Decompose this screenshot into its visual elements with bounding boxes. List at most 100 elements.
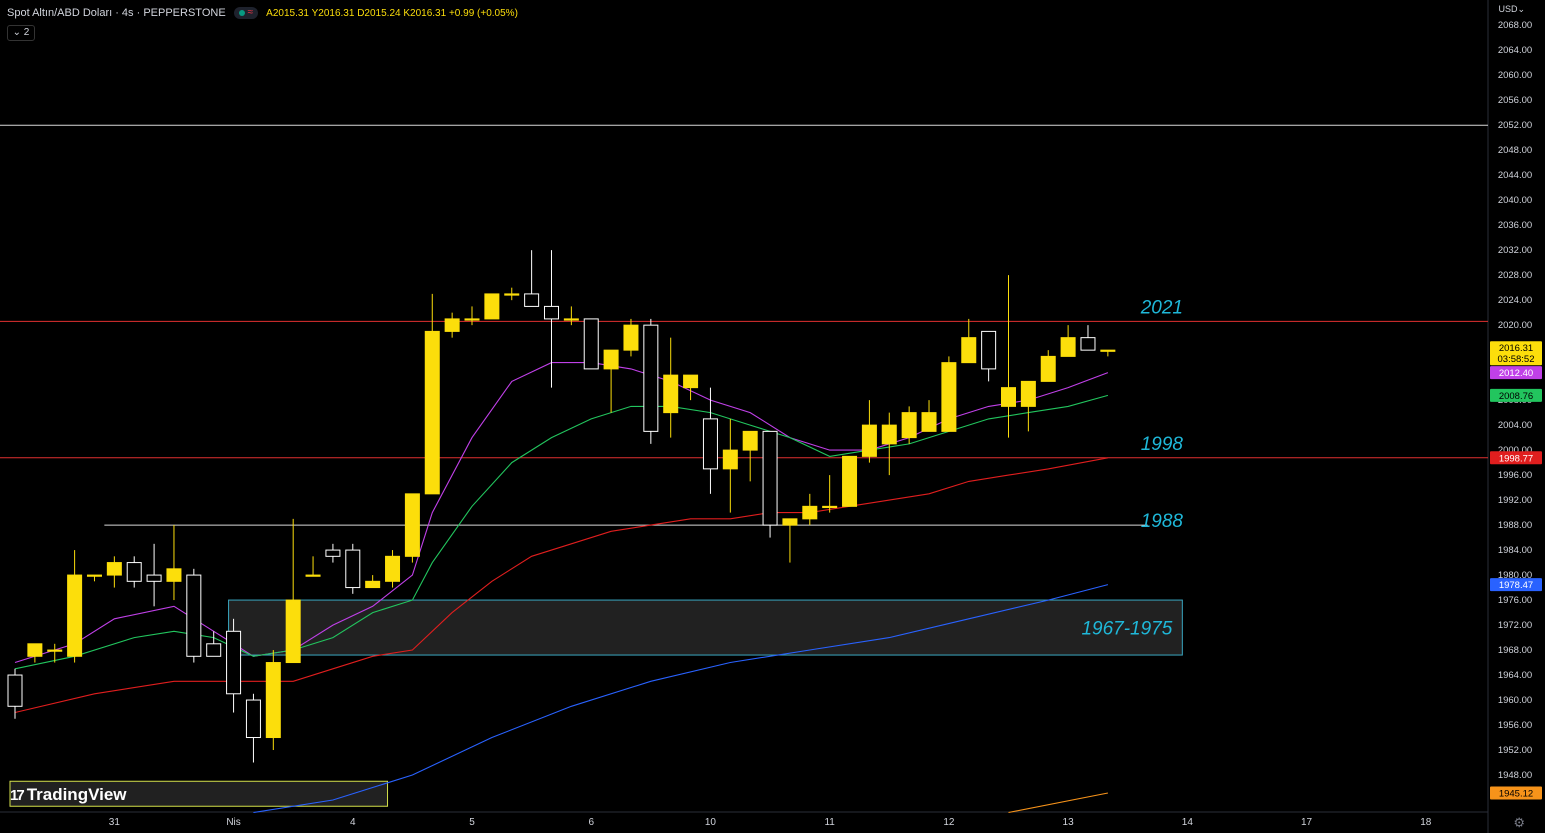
candle: [901, 406, 917, 444]
candle-body: [385, 555, 401, 582]
level-label: 1988: [1141, 511, 1184, 532]
candle-body: [404, 493, 420, 557]
tradingview-mark-icon: 17: [10, 786, 25, 804]
y-tick-label: 2040.00: [1498, 195, 1532, 206]
moving-average-line-4: [1008, 792, 1109, 814]
candle-body: [226, 630, 242, 695]
level-label: 1998: [1141, 434, 1184, 455]
symbol-title[interactable]: Spot Altın/ABD Doları · 4s · PEPPERSTONE: [7, 7, 226, 19]
y-tick-label: 2036.00: [1498, 220, 1532, 231]
candle: [345, 543, 361, 594]
candle: [285, 518, 301, 664]
candle-body: [524, 293, 540, 307]
candle: [722, 418, 738, 513]
candle-body: [1020, 380, 1036, 407]
candle-body: [126, 562, 142, 582]
candle: [1060, 325, 1076, 357]
countdown-label: 03:58:52: [1498, 354, 1535, 365]
candle-body: [464, 318, 480, 321]
y-tick-label: 2068.00: [1498, 20, 1532, 31]
x-tick-label: 11: [824, 817, 835, 828]
candle-body: [484, 293, 500, 320]
price-label-text: 2012.40: [1499, 368, 1533, 379]
candle: [702, 387, 718, 494]
y-tick-label: 2044.00: [1498, 170, 1532, 181]
y-tick-label: 1964.00: [1498, 670, 1532, 681]
price-label-text: 1998.77: [1499, 453, 1533, 464]
candle-body: [444, 318, 460, 332]
candle-body: [981, 330, 997, 370]
indicators-toggle-button[interactable]: ⌄ 2: [7, 25, 35, 41]
y-tick-label: 2060.00: [1498, 70, 1532, 81]
candle-body: [305, 574, 321, 577]
x-tick-label: Nis: [226, 817, 240, 828]
moving-average-line-2: [14, 457, 1109, 714]
candle: [563, 306, 579, 326]
candle-body: [166, 568, 182, 582]
y-tick-label: 1968.00: [1498, 645, 1532, 656]
candle: [47, 643, 63, 663]
zone-box-0: [228, 599, 1183, 656]
candle: [842, 455, 858, 507]
candle-body: [1080, 337, 1096, 351]
ohlc-high: Y2016.31: [311, 7, 355, 19]
candle: [782, 518, 798, 563]
candle: [1100, 349, 1116, 357]
gear-icon[interactable]: ⚙: [1513, 815, 1525, 830]
candle-body: [762, 430, 778, 526]
candle: [166, 525, 182, 601]
y-tick-label: 2020.00: [1498, 320, 1532, 331]
candle-body: [921, 412, 937, 432]
price-label-bg: [1490, 341, 1542, 366]
candle-body: [722, 449, 738, 470]
y-tick-label: 1956.00: [1498, 720, 1532, 731]
candle-body: [1100, 349, 1116, 352]
currency-selector[interactable]: USD⌄: [1498, 4, 1525, 14]
moving-average-line-3: [253, 584, 1109, 814]
candle: [1080, 325, 1096, 351]
candle-body: [504, 293, 520, 296]
level-label: 2021: [1140, 297, 1183, 318]
y-tick-label: 1960.00: [1498, 695, 1532, 706]
candle: [583, 318, 599, 370]
price-label-bg: [1490, 451, 1542, 465]
price-label-text: 1978.47: [1499, 580, 1533, 591]
candle-body: [683, 374, 699, 389]
price-label-text: 2016.31: [1499, 343, 1533, 354]
candle: [325, 543, 341, 563]
y-tick-label: 1952.00: [1498, 745, 1532, 756]
y-tick-label: 2048.00: [1498, 145, 1532, 156]
candle: [623, 318, 639, 357]
candle: [27, 643, 43, 663]
candle: [226, 618, 242, 713]
candle-body: [822, 505, 838, 509]
y-tick-label: 1988.00: [1498, 520, 1532, 531]
x-tick-label: 14: [1182, 817, 1194, 828]
candle: [484, 293, 500, 320]
price-axis-label: 2012.40: [1490, 366, 1542, 380]
y-tick-label: 2024.00: [1498, 295, 1532, 306]
candle-body: [27, 643, 43, 657]
candle: [683, 374, 699, 401]
candle-body: [86, 574, 102, 577]
y-tick-label: 1976.00: [1498, 595, 1532, 606]
price-label-bg: [1490, 786, 1542, 800]
market-status[interactable]: ≈: [233, 7, 259, 19]
candle: [67, 550, 83, 663]
candle-body: [881, 424, 897, 445]
candle: [404, 493, 420, 563]
candle-body: [702, 418, 718, 470]
candle-body: [1060, 337, 1076, 357]
candle-body: [663, 374, 679, 414]
candle: [663, 337, 679, 438]
ohlc-close: K2016.31: [403, 7, 447, 19]
candle: [1040, 350, 1056, 382]
y-tick-label: 2004.00: [1498, 420, 1532, 431]
candle: [385, 550, 401, 588]
tradingview-logo[interactable]: 17 TradingView: [10, 785, 127, 805]
candle: [186, 568, 202, 663]
y-tick-label: 1948.00: [1498, 770, 1532, 781]
candle-body: [961, 337, 977, 364]
